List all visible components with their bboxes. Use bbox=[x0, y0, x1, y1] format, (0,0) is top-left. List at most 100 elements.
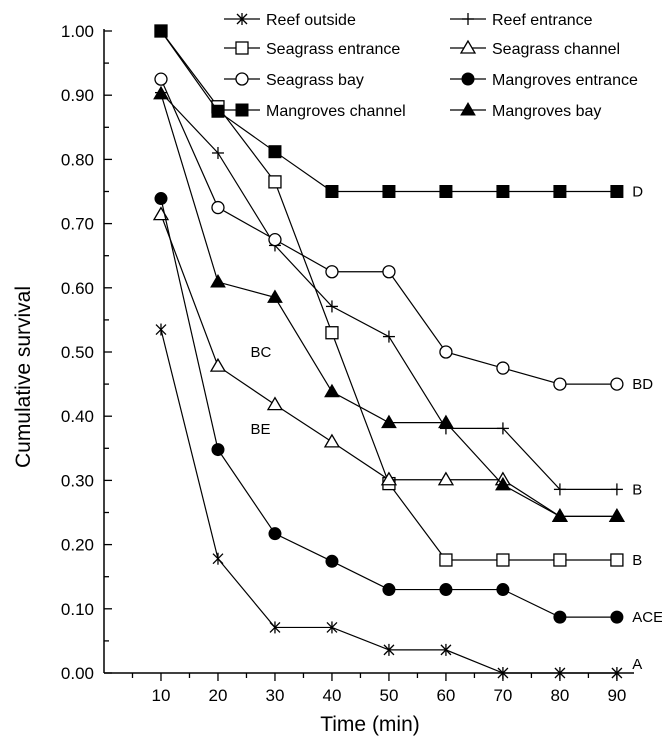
data-point-seagrass-entrance bbox=[553, 553, 567, 567]
legend-marker-seagrass-channel bbox=[459, 39, 477, 54]
data-point-mangroves-bay bbox=[495, 476, 511, 491]
x-tick-label: 50 bbox=[379, 686, 398, 705]
data-point-mangroves-channel bbox=[211, 104, 225, 118]
data-point-mangroves-entrance bbox=[211, 443, 225, 457]
x-tick-label: 70 bbox=[493, 686, 512, 705]
data-point-seagrass-entrance bbox=[496, 553, 510, 567]
legend-item-mangroves-bay: Mangroves bay bbox=[450, 102, 601, 120]
data-point-mangroves-bay bbox=[609, 508, 625, 522]
axes: 0.00 0.10 0.20 0.30 0.40 0.50 0.60 0.70 0.80 0.90… bbox=[61, 22, 634, 705]
data-point-reef-entrance bbox=[496, 422, 509, 435]
series-layer bbox=[152, 24, 626, 679]
legend-item-reef-outside: Reef outside bbox=[224, 12, 356, 29]
data-point-seagrass-bay bbox=[553, 377, 567, 391]
x-tick-label: 60 bbox=[436, 686, 455, 705]
data-point-seagrass-entrance bbox=[325, 326, 339, 340]
legend-marker-reef-outside bbox=[236, 13, 248, 25]
data-point-seagrass-channel bbox=[209, 357, 227, 372]
y-tick-label: 1.00 bbox=[61, 22, 94, 41]
data-point-mangroves-entrance bbox=[439, 583, 453, 597]
y-tick-label: 0.80 bbox=[61, 150, 94, 169]
legend-label-seagrass-bay: Seagrass bay bbox=[266, 72, 364, 89]
data-point-reef-outside bbox=[497, 667, 509, 679]
y-tick-label: 0.20 bbox=[61, 536, 94, 555]
legend-item-mangroves-entrance: Mangroves entrance bbox=[450, 72, 638, 89]
legend-item-seagrass-bay: Seagrass bay bbox=[224, 72, 364, 89]
data-point-mangroves-channel bbox=[325, 185, 339, 198]
data-point-seagrass-bay bbox=[439, 345, 453, 359]
legend: Reef outside Reef entrance Seagrass entran… bbox=[224, 12, 638, 120]
data-point-seagrass-bay bbox=[154, 72, 168, 86]
data-point-mangroves-entrance bbox=[154, 192, 168, 206]
data-point-reef-entrance bbox=[211, 146, 224, 159]
data-point-seagrass-bay bbox=[268, 232, 282, 247]
series-reef-entrance bbox=[154, 86, 623, 496]
group-label: B bbox=[632, 481, 642, 498]
legend-marker-mangroves-channel bbox=[235, 103, 249, 117]
legend-marker-seagrass-bay bbox=[235, 72, 249, 86]
legend-label-mangroves-entrance: Mangroves entrance bbox=[492, 72, 638, 89]
legend-marker-mangroves-entrance bbox=[461, 72, 475, 86]
data-point-seagrass-channel bbox=[323, 433, 341, 448]
legend-label-seagrass-entrance: Seagrass entrance bbox=[266, 41, 400, 58]
y-axis-title: Cumulative survival bbox=[12, 286, 35, 468]
data-point-mangroves-entrance bbox=[496, 583, 510, 597]
legend-label-reef-entrance: Reef entrance bbox=[492, 12, 593, 29]
data-point-seagrass-entrance bbox=[439, 553, 453, 567]
data-point-mangroves-channel bbox=[439, 185, 453, 198]
group-label: BD bbox=[632, 376, 653, 393]
group-label: BE bbox=[250, 421, 270, 438]
data-point-reef-entrance bbox=[553, 483, 566, 496]
series-line-reef-entrance bbox=[160, 92, 617, 490]
data-point-reef-outside bbox=[554, 667, 566, 679]
data-point-mangroves-channel bbox=[382, 185, 396, 198]
data-point-mangroves-bay bbox=[324, 383, 340, 398]
data-point-reef-entrance bbox=[325, 300, 338, 313]
data-point-reef-outside bbox=[269, 621, 281, 634]
data-point-mangroves-entrance bbox=[268, 527, 282, 541]
data-point-mangroves-channel bbox=[553, 185, 567, 198]
legend-item-seagrass-channel: Seagrass channel bbox=[450, 39, 620, 58]
data-point-seagrass-channel bbox=[437, 471, 455, 486]
group-label: BC bbox=[250, 344, 271, 361]
data-point-reef-entrance bbox=[382, 330, 395, 343]
legend-marker-mangroves-bay bbox=[460, 102, 476, 116]
y-tick-label: 0.70 bbox=[61, 215, 94, 234]
legend-label-mangroves-channel: Mangroves channel bbox=[266, 103, 406, 120]
y-tick-label: 0.40 bbox=[61, 407, 94, 426]
x-tick-label: 80 bbox=[550, 686, 569, 705]
data-point-seagrass-bay bbox=[325, 265, 339, 279]
legend-label-seagrass-channel: Seagrass channel bbox=[492, 41, 620, 58]
x-tick-label: 30 bbox=[266, 686, 285, 705]
annotation-layer: D BD B B ACE A BC BE bbox=[250, 184, 662, 674]
data-point-seagrass-bay bbox=[496, 361, 510, 375]
data-point-mangroves-channel bbox=[496, 185, 510, 198]
data-point-reef-outside bbox=[212, 552, 224, 565]
data-point-seagrass-channel bbox=[266, 396, 284, 411]
data-point-mangroves-bay bbox=[153, 85, 169, 100]
data-point-reef-entrance bbox=[610, 483, 623, 496]
legend-item-mangroves-channel: Mangroves channel bbox=[224, 103, 406, 120]
data-point-mangroves-entrance bbox=[325, 554, 339, 568]
data-point-reef-outside bbox=[383, 643, 395, 656]
data-point-mangroves-channel bbox=[610, 185, 624, 198]
series-seagrass-bay bbox=[154, 72, 624, 391]
x-tick-label: 90 bbox=[607, 686, 626, 705]
data-point-seagrass-bay bbox=[382, 265, 396, 279]
data-point-seagrass-entrance bbox=[268, 175, 282, 189]
data-point-seagrass-bay bbox=[610, 377, 624, 391]
data-point-mangroves-bay bbox=[381, 414, 397, 429]
data-point-mangroves-entrance bbox=[382, 583, 396, 597]
series-reef-outside bbox=[155, 323, 623, 679]
group-label: D bbox=[632, 184, 643, 201]
series-seagrass-channel bbox=[152, 206, 626, 523]
legend-label-mangroves-bay: Mangroves bay bbox=[492, 103, 601, 120]
data-point-mangroves-bay bbox=[267, 289, 283, 303]
legend-item-seagrass-entrance: Seagrass entrance bbox=[224, 41, 400, 58]
y-tick-label: 0.00 bbox=[61, 664, 94, 683]
legend-item-reef-entrance: Reef entrance bbox=[450, 12, 593, 29]
group-label: A bbox=[632, 656, 642, 673]
data-point-mangroves-bay bbox=[438, 414, 454, 429]
series-line-mangroves-bay bbox=[160, 93, 617, 517]
